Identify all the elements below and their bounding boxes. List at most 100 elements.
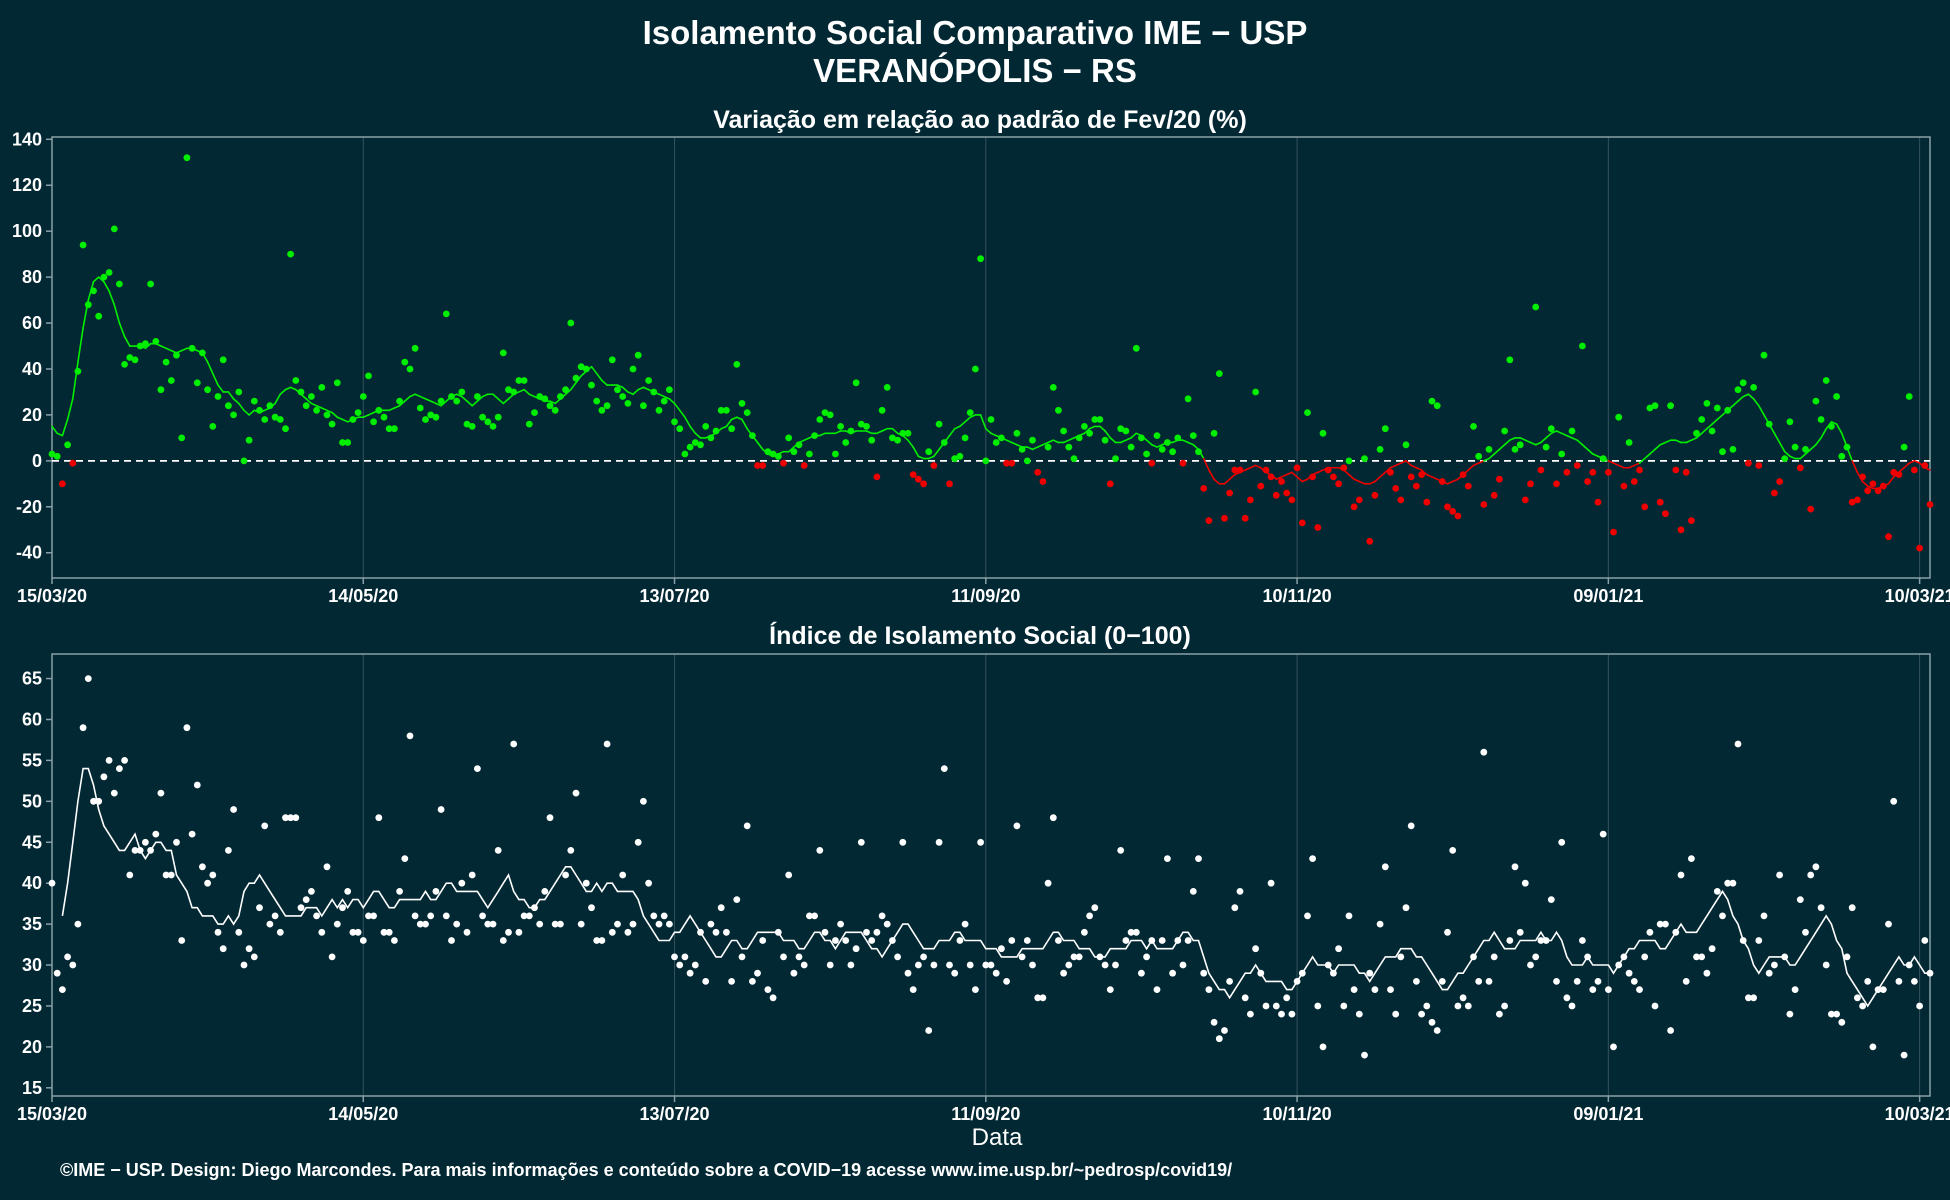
data-point	[1656, 498, 1664, 506]
data-point	[889, 937, 896, 944]
data-point	[1138, 969, 1145, 977]
data-point	[598, 406, 606, 414]
data-point	[1895, 978, 1903, 985]
moving-average-segment	[1405, 460, 1413, 467]
data-point	[977, 255, 984, 263]
moving-average-segment	[1638, 457, 1646, 464]
moving-average-segment	[180, 347, 188, 352]
data-point	[987, 961, 995, 969]
y-tick-label: 60	[22, 313, 42, 333]
data-point	[1817, 904, 1825, 912]
moving-average-segment	[497, 398, 505, 405]
moving-average-segment	[1633, 462, 1641, 467]
data-point	[826, 411, 834, 419]
data-point	[64, 953, 71, 961]
moving-average-segment	[1317, 469, 1324, 474]
data-point	[1428, 1018, 1436, 1026]
data-point	[1153, 986, 1161, 993]
data-point	[759, 937, 767, 944]
moving-average-segment	[310, 402, 318, 407]
moving-average-segment	[1285, 471, 1293, 476]
moving-average-segment	[1524, 439, 1532, 444]
data-point	[811, 432, 818, 439]
data-point	[1055, 937, 1062, 944]
data-point	[385, 425, 393, 433]
data-point	[131, 356, 139, 364]
data-point	[1900, 443, 1908, 451]
data-point	[1646, 928, 1654, 936]
data-point	[764, 986, 772, 993]
moving-average-segment	[1047, 439, 1055, 444]
data-point	[256, 406, 263, 414]
data-point	[463, 928, 471, 936]
data-point	[250, 953, 258, 961]
data-point	[1335, 480, 1342, 488]
data-point	[183, 154, 191, 162]
data-point	[681, 450, 689, 458]
data-point	[1132, 928, 1140, 936]
data-point	[1745, 459, 1752, 467]
data-point	[1677, 871, 1685, 879]
data-point	[1719, 448, 1726, 456]
moving-average-segment	[393, 404, 401, 409]
data-point	[588, 904, 595, 912]
data-point	[1605, 986, 1612, 993]
x-tick-label: 11/09/20	[951, 586, 1020, 606]
moving-average-segment	[1493, 448, 1501, 455]
moving-average-segment	[279, 388, 287, 396]
data-point	[1215, 370, 1223, 377]
y-tick-label: 60	[22, 709, 42, 729]
data-point	[385, 928, 393, 936]
data-point	[271, 413, 279, 421]
data-point	[59, 986, 66, 993]
data-point	[302, 896, 310, 903]
data-point	[178, 434, 186, 442]
data-point	[1200, 485, 1208, 492]
moving-average-segment	[1617, 464, 1625, 469]
data-point	[1911, 466, 1918, 474]
data-point	[1760, 351, 1768, 359]
data-point	[1828, 1010, 1835, 1018]
data-point	[1916, 1002, 1923, 1010]
data-point	[266, 920, 274, 928]
moving-average-segment	[1789, 455, 1796, 460]
moving-average-segment	[113, 303, 121, 324]
data-point	[1018, 953, 1026, 961]
data-point	[1423, 1002, 1431, 1010]
data-point	[282, 425, 289, 433]
data-point	[1184, 937, 1192, 944]
footer-credit: ©IME − USP. Design: Diego Marcondes. Par…	[60, 1160, 1232, 1180]
data-point	[1719, 912, 1726, 920]
moving-average-segment	[1659, 441, 1667, 446]
data-point	[1869, 480, 1877, 488]
data-point	[697, 928, 704, 936]
data-point	[1423, 498, 1431, 506]
data-point	[1900, 1051, 1908, 1059]
data-point	[276, 928, 284, 936]
data-point	[624, 400, 632, 407]
data-point	[1662, 510, 1669, 518]
moving-average-segment	[461, 395, 468, 402]
moving-average-segment	[326, 409, 333, 414]
moving-average-segment	[1026, 446, 1034, 451]
data-point	[416, 920, 424, 928]
moving-average-segment	[595, 372, 603, 382]
data-point	[1387, 468, 1394, 476]
data-point	[1143, 953, 1150, 961]
data-point	[1662, 920, 1669, 928]
data-point	[982, 961, 990, 969]
data-point	[1874, 986, 1882, 993]
data-point	[142, 838, 149, 846]
data-point	[1018, 446, 1026, 453]
data-point	[1713, 888, 1721, 895]
data-point	[930, 961, 938, 969]
data-point	[510, 388, 518, 396]
moving-average-segment	[1415, 466, 1423, 471]
data-point	[1117, 425, 1125, 433]
data-point	[1257, 482, 1265, 490]
data-point	[847, 427, 855, 435]
data-point	[536, 920, 544, 928]
data-point	[90, 797, 97, 805]
data-point	[468, 871, 476, 879]
moving-average-segment	[1742, 393, 1750, 398]
